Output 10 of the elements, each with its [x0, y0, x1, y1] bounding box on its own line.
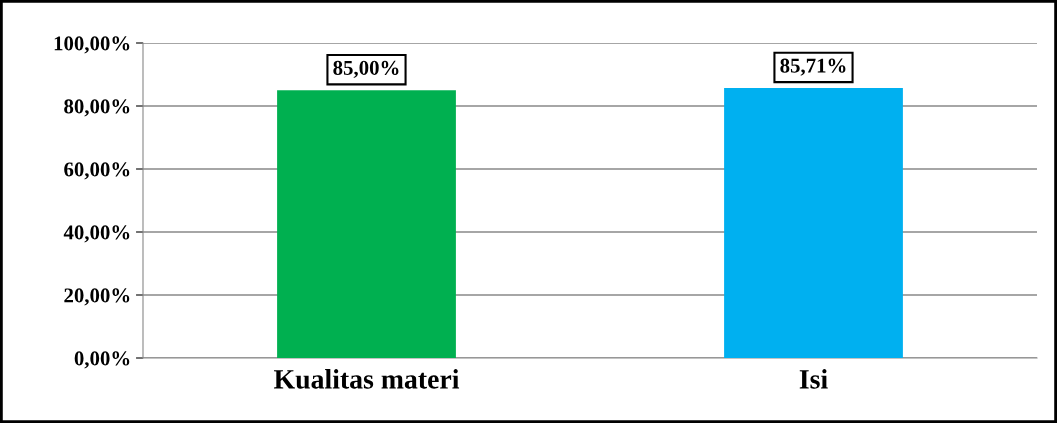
y-tick-label: 100,00% — [54, 36, 130, 54]
y-tick-label: 40,00% — [63, 225, 130, 243]
y-tick-label: 60,00% — [64, 162, 130, 180]
y-tick-label: 0,00% — [74, 351, 130, 369]
data-label: 85,00% — [333, 60, 399, 78]
data-label: 85,71% — [780, 58, 846, 76]
x-tick-label: Kualitas materi — [274, 369, 460, 389]
x-tick-label: Isi — [799, 369, 828, 389]
y-tick-label: 20,00% — [64, 288, 130, 306]
y-tick-label: 80,00% — [64, 99, 130, 117]
